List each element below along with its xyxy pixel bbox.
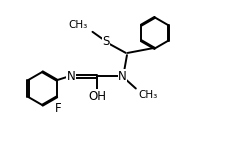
Text: OH: OH [88, 90, 106, 103]
Text: N: N [67, 70, 76, 83]
Text: F: F [55, 102, 61, 115]
Text: CH₃: CH₃ [69, 20, 88, 30]
Text: CH₃: CH₃ [139, 90, 158, 100]
Text: S: S [102, 35, 110, 48]
Text: N: N [118, 70, 127, 83]
